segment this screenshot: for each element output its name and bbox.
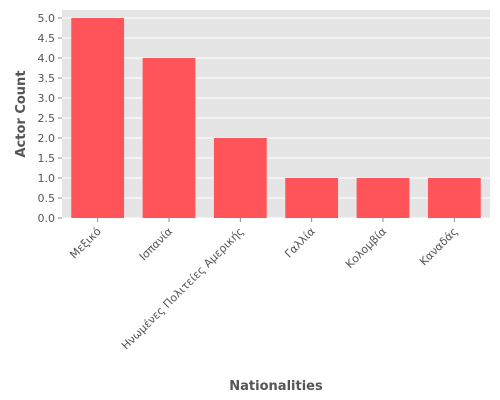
y-axis: 0.0 0.5 1.0 1.5 2.0 2.5 3.0 3.5 4.0 4.5 5.0 xyxy=(38,12,62,225)
y-tick-label: 3.0 xyxy=(38,92,56,105)
y-tick-label: 3.5 xyxy=(38,72,56,85)
y-tick-label: 5.0 xyxy=(38,12,56,25)
bar xyxy=(71,18,125,218)
y-gridlines xyxy=(62,17,490,219)
bar xyxy=(213,138,267,218)
y-tick-label: 2.5 xyxy=(38,112,56,125)
plot-panel xyxy=(62,10,490,218)
x-tick-label: Κολομβία xyxy=(343,225,389,271)
y-tick-label: 4.5 xyxy=(38,32,56,45)
y-tick-label: 1.5 xyxy=(38,152,56,165)
bar xyxy=(142,58,196,218)
bar xyxy=(285,178,339,218)
x-tick-label: Ισπανία xyxy=(137,225,175,263)
y-tick-label: 4.0 xyxy=(38,52,56,65)
bar xyxy=(427,178,481,218)
x-tick-label: Γαλλία xyxy=(282,225,318,261)
y-tick-label: 0.5 xyxy=(38,192,56,205)
x-axis-title: Nationalities xyxy=(229,379,323,394)
y-tick-label: 2.0 xyxy=(38,132,56,145)
y-tick-label: 0.0 xyxy=(38,212,56,225)
bar xyxy=(356,178,410,218)
y-axis-title: Actor Count xyxy=(14,70,29,157)
x-tick-label: Μεξικό xyxy=(67,225,104,262)
y-tick-label: 1.0 xyxy=(38,172,56,185)
x-tick-label: Ηνωμένες Πολιτείες Αμερικής xyxy=(119,225,246,352)
bars xyxy=(71,18,481,218)
x-tick-label: Καναδάς xyxy=(417,225,460,268)
